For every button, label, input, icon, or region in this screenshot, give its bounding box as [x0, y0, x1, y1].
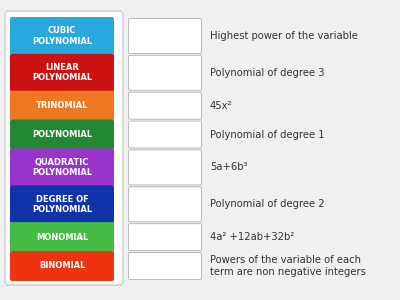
Text: TRINOMIAL: TRINOMIAL [36, 101, 88, 110]
Text: 45x²: 45x² [210, 101, 232, 111]
Text: CUBIC
POLYNOMIAL: CUBIC POLYNOMIAL [32, 26, 92, 46]
FancyBboxPatch shape [128, 150, 202, 185]
FancyBboxPatch shape [10, 17, 114, 55]
FancyBboxPatch shape [128, 187, 202, 222]
Text: MONOMIAL: MONOMIAL [36, 232, 88, 242]
Text: BINOMIAL: BINOMIAL [39, 262, 85, 271]
FancyBboxPatch shape [128, 253, 202, 280]
Text: Polynomial of degree 3: Polynomial of degree 3 [210, 68, 324, 78]
FancyBboxPatch shape [10, 54, 114, 92]
FancyBboxPatch shape [128, 92, 202, 119]
Text: QUADRATIC
POLYNOMIAL: QUADRATIC POLYNOMIAL [32, 158, 92, 177]
Text: 4a² +12ab+32b²: 4a² +12ab+32b² [210, 232, 294, 242]
FancyBboxPatch shape [10, 120, 114, 150]
FancyBboxPatch shape [128, 19, 202, 53]
Text: 5a+6b³: 5a+6b³ [210, 162, 248, 172]
Text: Polynomial of degree 2: Polynomial of degree 2 [210, 199, 325, 209]
Text: LINEAR
POLYNOMIAL: LINEAR POLYNOMIAL [32, 63, 92, 82]
Text: POLYNOMIAL: POLYNOMIAL [32, 130, 92, 139]
FancyBboxPatch shape [10, 148, 114, 186]
Text: Polynomial of degree 1: Polynomial of degree 1 [210, 130, 325, 140]
FancyBboxPatch shape [10, 251, 114, 281]
FancyBboxPatch shape [128, 121, 202, 148]
FancyBboxPatch shape [10, 222, 114, 252]
FancyBboxPatch shape [128, 56, 202, 90]
Text: Powers of the variable of each
term are non negative integers: Powers of the variable of each term are … [210, 255, 366, 277]
FancyBboxPatch shape [128, 224, 202, 250]
FancyBboxPatch shape [5, 11, 123, 285]
FancyBboxPatch shape [10, 91, 114, 121]
Text: DEGREE OF
POLYNOMIAL: DEGREE OF POLYNOMIAL [32, 195, 92, 214]
FancyBboxPatch shape [10, 185, 114, 223]
Text: Highest power of the variable: Highest power of the variable [210, 31, 358, 41]
